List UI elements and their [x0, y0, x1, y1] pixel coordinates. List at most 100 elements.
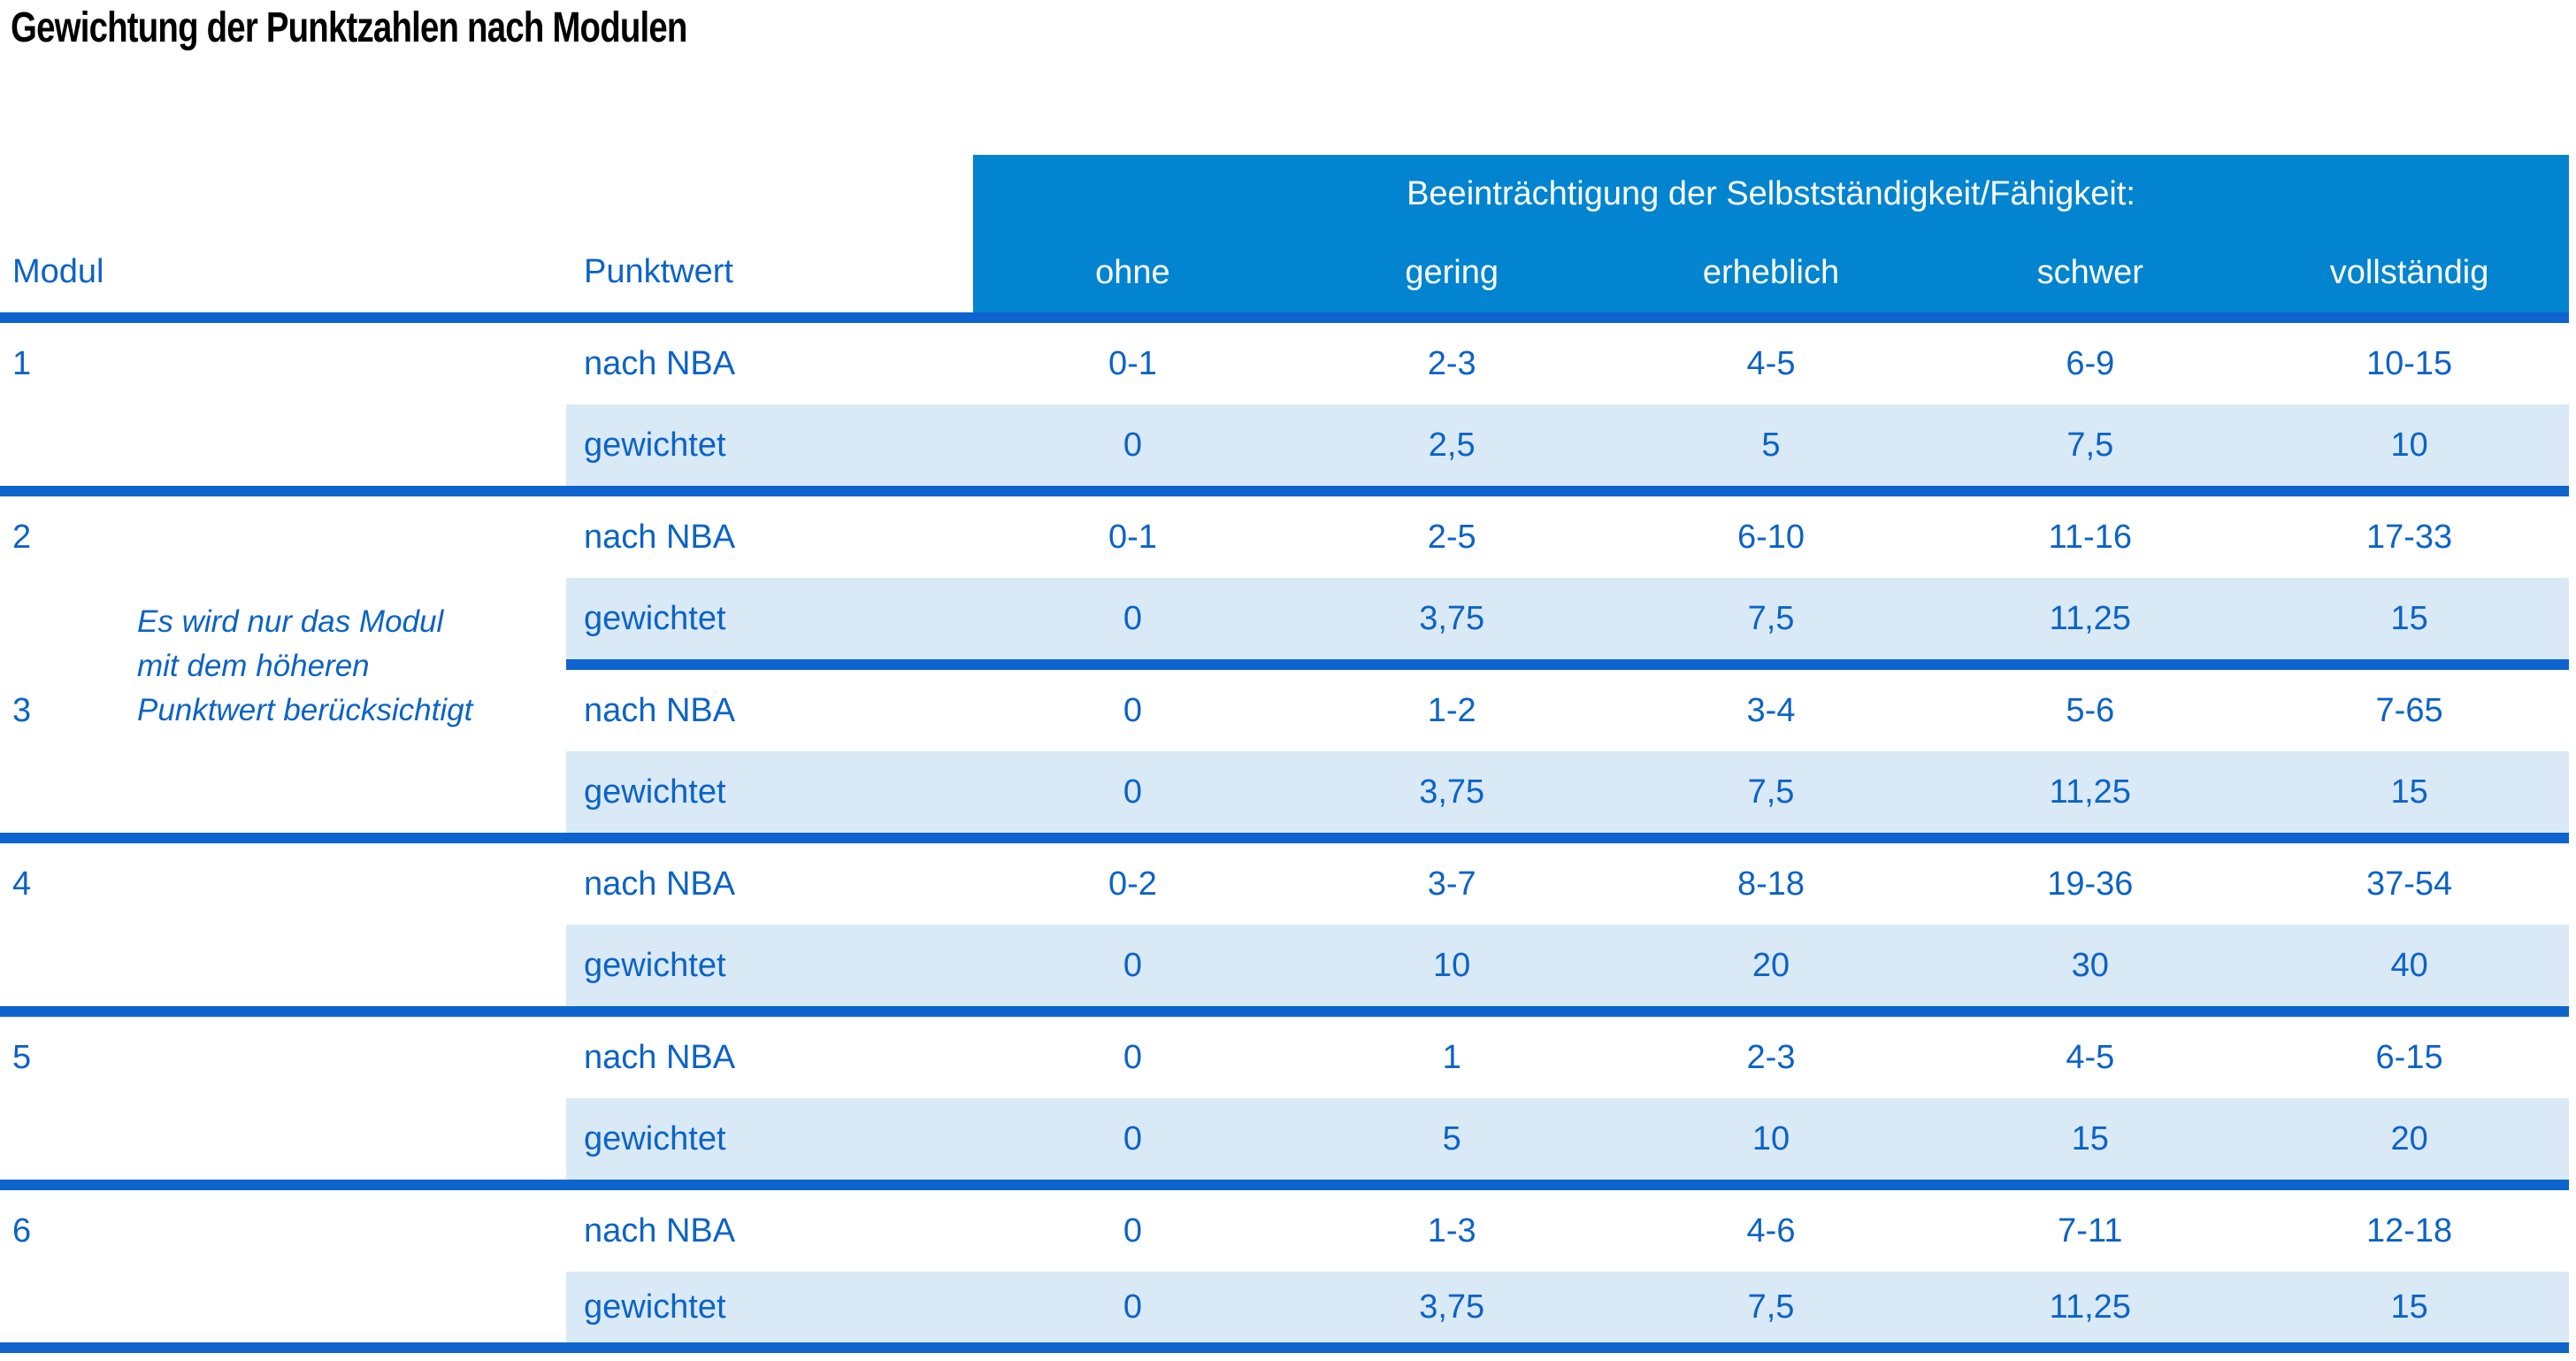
- value-cell: 5: [1292, 1098, 1612, 1180]
- column-header-schwer: schwer: [2036, 254, 2143, 291]
- header-divider: [0, 312, 2569, 323]
- value-cell: 11,25: [1930, 751, 2250, 833]
- table-row-module6-weighted: gewichtet 0 3,75 7,5 11,25 15: [0, 1272, 2569, 1342]
- value-cell: 15: [1930, 1098, 2250, 1180]
- section-divider: [0, 833, 2569, 843]
- value-cell: 7,5: [1611, 578, 1931, 659]
- table-row-module6-nba: 6 nach NBA 0 1-3 4-6 7-11 12-18: [0, 1190, 2569, 1272]
- row-type-cell: gewichtet: [566, 1098, 973, 1180]
- value-cell: 3,75: [1292, 1272, 1612, 1342]
- column-header-erheblich: erheblich: [1702, 254, 1840, 291]
- row-type-cell: gewichtet: [566, 404, 973, 486]
- table-row-module3-nba: 3 nach NBA 0 1-2 3-4 5-6 7-65: [0, 670, 2569, 751]
- value-cell: 2-5: [1427, 518, 1476, 556]
- bottom-divider: [0, 1342, 2569, 1353]
- section-divider: [0, 486, 2569, 496]
- section-divider: [0, 1006, 2569, 1017]
- module-id-cell: 4: [12, 865, 32, 903]
- value-cell: 2-3: [1427, 344, 1476, 382]
- row-type-cell: nach NBA: [584, 691, 736, 729]
- value-cell: 6-10: [1736, 518, 1806, 556]
- table-row-module1-nba: 1 nach NBA 0-1 2-3 4-5 6-9 10-15: [0, 323, 2569, 404]
- module-id-cell: 1: [12, 344, 32, 382]
- value-cell: 20: [2250, 1098, 2569, 1180]
- value-cell: 11-16: [2048, 518, 2132, 556]
- section-divider: [0, 1180, 2569, 1190]
- row-type-cell: nach NBA: [584, 518, 736, 556]
- value-cell: 8-18: [1736, 865, 1806, 903]
- value-cell: 0-2: [1108, 865, 1157, 903]
- value-cell: 19-36: [2047, 865, 2134, 903]
- column-header-punktwert: Punktwert: [584, 253, 733, 290]
- value-cell: 11,25: [1930, 578, 2250, 659]
- value-cell: 7,5: [1611, 751, 1931, 833]
- module-id-cell: 3: [12, 691, 32, 729]
- value-cell: 4-5: [2066, 1038, 2115, 1076]
- value-cell: 6-9: [2066, 344, 2115, 382]
- value-cell: 4-5: [1746, 344, 1796, 382]
- value-cell: 7-11: [2058, 1211, 2123, 1250]
- page-title: Gewichtung der Punktzahlen nach Modulen: [11, 4, 687, 51]
- section-divider-partial: [566, 659, 2569, 670]
- row-type-cell: gewichtet: [566, 925, 973, 1006]
- table-row-module3-weighted: gewichtet 0 3,75 7,5 11,25 15: [0, 751, 2569, 833]
- table-row-module2-nba: 2 nach NBA 0-1 2-5 6-10 11-16 17-33: [0, 496, 2569, 578]
- value-cell: 5: [1611, 404, 1931, 486]
- value-cell: 5-6: [2066, 691, 2115, 729]
- module-id-cell: [0, 751, 566, 833]
- row-type-cell: gewichtet: [566, 751, 973, 833]
- value-cell: 3,75: [1292, 578, 1612, 659]
- value-cell: 3-4: [1746, 691, 1796, 729]
- module-id-cell: [0, 925, 566, 1006]
- module-id-cell: 5: [12, 1038, 32, 1076]
- value-cell: 3,75: [1292, 751, 1612, 833]
- note-line: mit dem höheren: [137, 649, 370, 683]
- module-id-cell: 2: [12, 518, 32, 556]
- column-header-ohne: ohne: [1095, 254, 1170, 291]
- value-cell: 0-1: [1108, 518, 1157, 556]
- module-id-cell: [0, 404, 566, 486]
- value-cell: 2-3: [1746, 1038, 1796, 1076]
- weighting-table: Beeinträchtigung der Selbstständigkeit/F…: [0, 155, 2569, 1353]
- value-cell: 0: [973, 404, 1292, 486]
- value-cell: 0: [973, 578, 1292, 659]
- severity-group-header: Beeinträchtigung der Selbstständigkeit/F…: [1407, 175, 2135, 212]
- value-cell: 1-3: [1427, 1211, 1476, 1250]
- value-cell: 10: [2250, 404, 2569, 486]
- value-cell: 0-1: [1108, 344, 1157, 382]
- table-row-module4-nba: 4 nach NBA 0-2 3-7 8-18 19-36 37-54: [0, 843, 2569, 925]
- value-cell: 40: [2250, 925, 2569, 1006]
- severity-header-block: Beeinträchtigung der Selbstständigkeit/F…: [973, 155, 2569, 312]
- value-cell: 0: [973, 925, 1292, 1006]
- value-cell: 37-54: [2365, 865, 2453, 903]
- value-cell: 0: [973, 1098, 1292, 1180]
- row-type-cell: nach NBA: [584, 344, 736, 382]
- value-cell: 0: [1123, 1038, 1142, 1076]
- value-cell: 0: [1123, 1211, 1142, 1250]
- module-id-cell: [0, 1098, 566, 1180]
- value-cell: 10: [1292, 925, 1612, 1006]
- value-cell: 1-2: [1427, 691, 1476, 729]
- note-line: Es wird nur das Modul: [137, 604, 444, 639]
- value-cell: 15: [2250, 751, 2569, 833]
- row-type-cell: nach NBA: [584, 1211, 736, 1250]
- value-cell: 3-7: [1427, 865, 1476, 903]
- value-cell: 15: [2250, 1272, 2569, 1342]
- row-type-cell: gewichtet: [566, 578, 973, 659]
- severity-columns-row: ohne gering erheblich schwer vollständig: [973, 234, 2569, 312]
- value-cell: 0: [1123, 691, 1142, 729]
- value-cell: 12-18: [2365, 1211, 2453, 1250]
- column-header-vollstaendig: vollständig: [2329, 254, 2489, 291]
- note-line: Punktwert berücksichtigt: [137, 693, 473, 727]
- value-cell: 6-15: [2375, 1038, 2443, 1076]
- value-cell: 1: [1442, 1038, 1461, 1076]
- value-cell: 30: [1930, 925, 2250, 1006]
- module-2-3-note: Es wird nur das Modul mit dem höheren Pu…: [137, 600, 472, 733]
- value-cell: 0: [973, 1272, 1292, 1342]
- value-cell: 10: [1611, 1098, 1931, 1180]
- module-id-cell: 6: [12, 1211, 32, 1250]
- value-cell: 7,5: [1930, 404, 2250, 486]
- table-row-module5-nba: 5 nach NBA 0 1 2-3 4-5 6-15: [0, 1017, 2569, 1098]
- value-cell: 17-33: [2365, 518, 2453, 556]
- table-header: Beeinträchtigung der Selbstständigkeit/F…: [0, 155, 2569, 312]
